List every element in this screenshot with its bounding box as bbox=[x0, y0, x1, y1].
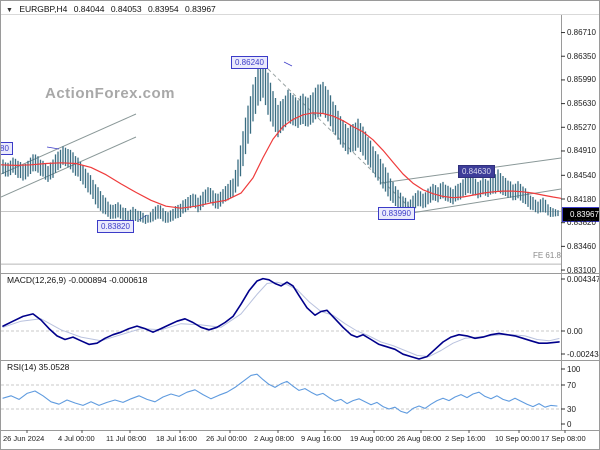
rsi-line bbox=[2, 373, 558, 414]
ohlc-open: 0.84044 bbox=[73, 4, 105, 14]
rsi-axis-label: 0 bbox=[567, 419, 572, 429]
time-axis-label: 11 Jul 08:00 bbox=[106, 434, 147, 443]
price-annotation-0.84980[interactable]: 0.84980 bbox=[1, 142, 13, 155]
price-axis-label: 0.86350 bbox=[567, 51, 596, 61]
macd-axis-label: 0.004347 bbox=[567, 274, 600, 284]
current-price-tag: 0.83967 bbox=[562, 207, 599, 222]
time-axis-label: 26 Jul 00:00 bbox=[206, 434, 247, 443]
rsi-pane-label: RSI(14) 35.0528 bbox=[7, 362, 69, 372]
moving-average-line bbox=[1, 112, 562, 209]
price-axis-label: 0.84180 bbox=[567, 194, 596, 204]
price-annotation-0.83990[interactable]: 0.83990 bbox=[378, 207, 415, 220]
rsi-value: 35.0528 bbox=[38, 362, 70, 372]
macd-axis-label: 0.00 bbox=[567, 326, 583, 336]
rsi-axis-label: 70 bbox=[567, 380, 576, 390]
time-axis-label: 10 Sep 00:00 bbox=[495, 434, 540, 443]
ohlc-close: 0.83967 bbox=[185, 4, 216, 14]
price-axis-label: 0.84540 bbox=[567, 170, 596, 180]
time-axis-label: 18 Jul 16:00 bbox=[156, 434, 197, 443]
ohlc-high: 0.84053 bbox=[110, 4, 142, 14]
time-axis-label: 2 Aug 08:00 bbox=[254, 434, 295, 443]
price-axis-label: 0.83820 bbox=[567, 218, 596, 228]
time-axis-label: 17 Sep 08:00 bbox=[541, 434, 586, 443]
time-axis-label: 2 Sep 16:00 bbox=[445, 434, 486, 443]
price-axis-label: 0.83460 bbox=[567, 241, 596, 251]
macd-values: -0.000894 -0.000618 bbox=[68, 275, 148, 285]
price-axis-label: 0.83100 bbox=[567, 265, 596, 275]
time-axis-label: 26 Jun 2024 bbox=[3, 434, 45, 443]
trend-line bbox=[1, 113, 137, 175]
label-pointer-line bbox=[283, 61, 293, 67]
rsi-name: RSI(14) bbox=[7, 362, 37, 372]
price-axis-label: 0.86710 bbox=[567, 28, 596, 38]
ohlc-low: 0.83954 bbox=[147, 4, 179, 14]
rsi-axis-label: 100 bbox=[567, 364, 581, 374]
time-axis-label: 4 Jul 00:00 bbox=[58, 434, 95, 443]
dashed-trend-line bbox=[262, 63, 410, 208]
symbol-dropdown-icon[interactable]: ▼ bbox=[6, 7, 13, 14]
time-axis-label: 19 Aug 00:00 bbox=[350, 434, 395, 443]
title-bar: ▼ EURGBP,H4 0.84044 0.84053 0.83954 0.83… bbox=[6, 4, 220, 14]
rsi-axis-label: 30 bbox=[567, 404, 576, 414]
symbol-period: EURGBP,H4 bbox=[19, 4, 68, 14]
time-axis-label: 26 Aug 08:00 bbox=[397, 434, 442, 443]
fib-expansion-label[interactable]: FE 61.8 bbox=[532, 251, 561, 260]
price-axis-label: 0.84910 bbox=[567, 146, 596, 156]
macd-axis-label: -0.002434 bbox=[567, 349, 600, 359]
time-axis-label: 9 Aug 16:00 bbox=[301, 434, 342, 443]
watermark: ActionForex.com bbox=[45, 85, 176, 102]
label-pointer-line bbox=[46, 146, 60, 150]
price-axis-label: 0.85990 bbox=[567, 75, 596, 85]
candles bbox=[2, 63, 559, 224]
pane-separator-rsi[interactable] bbox=[1, 358, 599, 361]
pane-separator-macd[interactable] bbox=[1, 271, 599, 274]
macd-name: MACD(12,26,9) bbox=[7, 275, 67, 285]
macd-pane-label: MACD(12,26,9) -0.000894 -0.000618 bbox=[7, 275, 147, 285]
price-axis-label: 0.85270 bbox=[567, 122, 596, 132]
price-annotation-0.84630[interactable]: 0.84630 bbox=[458, 165, 495, 178]
price-axis-label: 0.85630 bbox=[567, 99, 596, 109]
macd-main-line bbox=[2, 277, 560, 360]
price-annotation-0.83820[interactable]: 0.83820 bbox=[97, 220, 134, 233]
price-annotation-0.86240[interactable]: 0.86240 bbox=[231, 56, 268, 69]
chart-plot-area[interactable] bbox=[1, 15, 561, 429]
